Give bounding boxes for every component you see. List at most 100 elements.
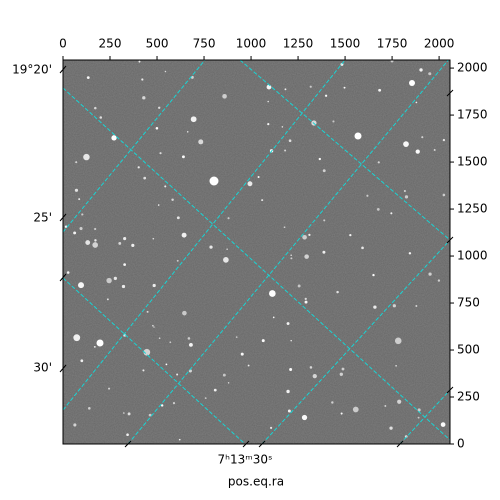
star (267, 123, 270, 126)
star (187, 131, 189, 133)
star (158, 337, 161, 339)
star (74, 188, 79, 192)
star (152, 283, 156, 288)
star (83, 153, 90, 161)
star (108, 387, 111, 390)
x-tick-label: 0 (59, 37, 67, 51)
star (312, 373, 317, 379)
star (442, 138, 446, 142)
star (331, 401, 334, 404)
star (172, 402, 176, 405)
star (198, 139, 204, 145)
y-tick-label: 1500 (457, 155, 488, 169)
star (302, 234, 307, 240)
star (155, 126, 159, 130)
star (286, 322, 290, 326)
star (142, 369, 145, 372)
star (141, 78, 144, 81)
star (267, 100, 270, 103)
star (111, 135, 117, 141)
star (137, 166, 140, 169)
star (94, 106, 97, 110)
star (169, 341, 172, 344)
star (189, 342, 193, 347)
star (373, 305, 377, 309)
star (354, 132, 362, 140)
star (408, 252, 412, 255)
star (376, 208, 380, 211)
star (222, 373, 226, 377)
star (94, 227, 97, 231)
star (222, 93, 227, 99)
star (160, 404, 164, 407)
star (403, 189, 406, 193)
star (323, 219, 326, 222)
star (158, 106, 161, 109)
star (304, 254, 309, 259)
star (377, 161, 380, 164)
star (113, 276, 118, 281)
star (176, 216, 180, 220)
x-axis-label: pos.eq.ra (228, 475, 284, 489)
star (209, 176, 219, 186)
star (213, 388, 217, 392)
x-tick-label: 1500 (330, 37, 361, 51)
star (181, 232, 187, 238)
x-tick-label: 1750 (377, 37, 408, 51)
star (415, 101, 418, 104)
star (421, 136, 424, 139)
x-tick-label: 250 (99, 37, 122, 51)
star (301, 414, 308, 421)
y-tick-label: 750 (457, 296, 480, 310)
star (281, 126, 284, 128)
star (309, 366, 313, 369)
star (171, 198, 174, 201)
star (297, 284, 301, 288)
star (284, 88, 287, 91)
x-tick-label: 2000 (424, 37, 455, 51)
star (99, 116, 103, 119)
frame (62, 59, 451, 445)
star (240, 352, 244, 356)
star (339, 372, 343, 376)
star (235, 336, 238, 338)
star (384, 405, 387, 407)
star (153, 326, 155, 328)
star (73, 231, 77, 235)
star (261, 339, 265, 343)
star (340, 412, 343, 415)
star (66, 271, 70, 274)
star (64, 225, 68, 228)
star (79, 226, 83, 231)
star (227, 382, 230, 384)
star (165, 363, 168, 366)
star (290, 257, 293, 260)
star (269, 290, 276, 297)
star (86, 76, 90, 80)
star (390, 60, 394, 63)
star (182, 310, 187, 316)
star (78, 282, 85, 289)
star (289, 368, 293, 371)
star (428, 272, 432, 276)
star (190, 116, 197, 123)
star (318, 157, 322, 161)
star (290, 254, 292, 256)
x-tick-label: 750 (193, 37, 216, 51)
y-tick-label: 1750 (457, 108, 488, 122)
star (143, 348, 151, 356)
star (93, 345, 96, 348)
x-tick-label: 1250 (283, 37, 314, 51)
star (343, 86, 346, 89)
star (75, 161, 78, 164)
star (88, 407, 91, 410)
star (284, 149, 287, 152)
star (440, 422, 446, 427)
y-tick-label: 1250 (457, 202, 488, 216)
star (286, 389, 290, 394)
star (159, 152, 162, 155)
star (152, 237, 155, 240)
star (304, 300, 308, 304)
star (403, 141, 409, 147)
dec-tick-label: 19°20' (12, 63, 52, 77)
